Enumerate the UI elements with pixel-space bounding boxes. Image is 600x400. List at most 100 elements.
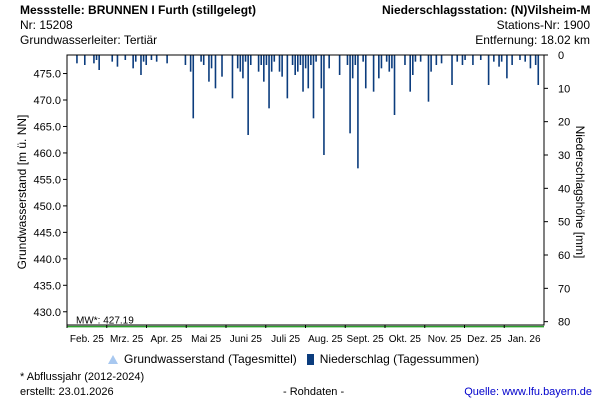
precipitation-bar: [364, 55, 367, 89]
precipitation-bar: [487, 55, 490, 85]
groundwater-legend-icon: [108, 354, 118, 364]
precipitation-bar: [388, 55, 391, 72]
station-title: Messstelle: BRUNNEN I Furth (stillgelegt…: [20, 3, 257, 17]
legend: Grundwasserstand (Tagesmittel) Niedersch…: [108, 352, 479, 366]
x-tick-label: Aug. 25: [308, 334, 343, 345]
precipitation-bar: [430, 55, 432, 72]
y2-tick-label: 70: [558, 283, 570, 295]
precipitation-bar: [140, 55, 142, 75]
precipitation-bar: [150, 55, 153, 60]
precipitation-bar: [265, 55, 268, 65]
precipitation-series: [76, 55, 540, 169]
y-tick-label: 440.0: [33, 254, 61, 266]
precipitation-bar: [202, 55, 205, 65]
y2-tick-label: 50: [558, 217, 570, 229]
precipitation-bar: [435, 55, 438, 65]
precipitation-bar: [349, 55, 351, 134]
precipitation-bar: [93, 55, 95, 64]
precipitation-bar: [142, 55, 145, 62]
precipitation-bar: [362, 55, 364, 62]
x-tick-label: Nov. 25: [428, 334, 462, 345]
y-tick-label: 450.0: [33, 201, 61, 213]
precipitation-bar: [519, 55, 521, 60]
precipitation-bar: [385, 55, 388, 62]
x-tick-label: Mai 25: [191, 334, 221, 345]
precipitation-bar: [132, 55, 134, 69]
y-tick-label: 455.0: [33, 174, 61, 186]
precipitation-bar: [239, 55, 242, 72]
precipitation-bar: [461, 55, 464, 65]
y-tick-label: 475.0: [33, 69, 61, 81]
precipitation-bar: [472, 55, 474, 65]
precipitation-bar: [354, 55, 357, 65]
precipitation-bar: [506, 55, 508, 79]
precipitation-bar: [524, 55, 526, 62]
x-axis: Feb. 25 Mrz. 25 Apr. 25 Mai 25 Juni 25 Juli 2…: [66, 325, 541, 345]
y-tick-label: 435.0: [33, 280, 61, 292]
precipitation-bar: [208, 55, 210, 82]
precipitation-bar: [111, 55, 114, 62]
precipitation-bar: [124, 55, 127, 60]
precipitation-legend-label: Niederschlag (Tagessummen): [319, 352, 480, 366]
precipitation-bar: [134, 55, 137, 62]
precipitation-bar: [310, 55, 312, 65]
precip-distance: Entfernung: 18.02 km: [475, 33, 590, 47]
y2-tick-label: 10: [558, 83, 570, 95]
precipitation-bar: [534, 55, 537, 65]
precipitation-bar: [338, 55, 341, 75]
precipitation-bar: [297, 55, 299, 72]
precipitation-bar: [221, 55, 223, 77]
precipitation-bar: [464, 55, 466, 60]
y-tick-label: 465.0: [33, 121, 61, 133]
precipitation-bar: [95, 55, 98, 60]
x-tick-label: Sept. 25: [346, 334, 384, 345]
precipitation-bar: [260, 55, 263, 65]
x-tick-label: Jan. 26: [508, 334, 541, 345]
left-axis: 430.0 435.0 440.0 445.0 450.0 455.0 460.0 465.0…: [33, 69, 67, 319]
x-tick-label: Juni 25: [230, 334, 263, 345]
precipitation-bar: [307, 55, 310, 89]
precipitation-bar: [529, 55, 532, 69]
y2-tick-label: 20: [558, 117, 570, 129]
precipitation-bar: [268, 55, 270, 109]
precipitation-bar: [249, 55, 252, 65]
precipitation-bar: [116, 55, 119, 67]
y-tick-label: 445.0: [33, 227, 61, 239]
source-link[interactable]: www.lfu.bayern.de: [502, 386, 592, 398]
precipitation-bar: [312, 55, 315, 119]
precipitation-bar: [440, 55, 443, 64]
precipitation-bar: [456, 55, 459, 62]
precipitation-bar: [291, 55, 294, 65]
precipitation-bar: [511, 55, 513, 65]
precipitation-bar: [286, 55, 289, 99]
precipitation-bar: [357, 55, 359, 169]
precipitation-bar: [451, 55, 453, 85]
precipitation-bar: [320, 55, 323, 89]
created-date: erstellt: 23.01.2026: [20, 386, 114, 398]
x-tick-label: Dez. 25: [467, 334, 502, 345]
y2-tick-label: 80: [558, 317, 570, 329]
y2-axis-label: Niederschlagshöhe [mm]: [573, 126, 587, 259]
precipitation-bar: [192, 55, 195, 119]
precipitation-bar: [412, 55, 414, 75]
precipitation-bar: [378, 55, 380, 79]
y-tick-label: 430.0: [33, 307, 61, 319]
precipitation-bar: [214, 55, 217, 89]
x-tick-label: Juli 25: [271, 334, 300, 345]
y2-tick-label: 30: [558, 150, 570, 162]
precipitation-bar: [479, 55, 482, 60]
precipitation-bar: [299, 55, 302, 65]
mean-label: MW*: 427.19: [76, 316, 134, 327]
precipitation-bar: [98, 55, 100, 70]
plot-area: [67, 55, 544, 325]
raw-data-note: - Rohdaten -: [283, 386, 345, 398]
y-axis-label: Grundwasserstand [m ü. NN]: [15, 115, 29, 270]
precip-station-title: Niederschlagsstation: (N)Vilsheim-M: [382, 3, 591, 17]
precipitation-bar: [498, 55, 500, 67]
y-tick-label: 470.0: [33, 95, 61, 107]
aquifer-label: Grundwasserleiter: Tertiär: [20, 33, 158, 47]
y-tick-label: 460.0: [33, 148, 61, 160]
precipitation-bar: [404, 55, 406, 65]
groundwater-legend-label: Grundwasserstand (Tagesmittel): [124, 352, 297, 366]
